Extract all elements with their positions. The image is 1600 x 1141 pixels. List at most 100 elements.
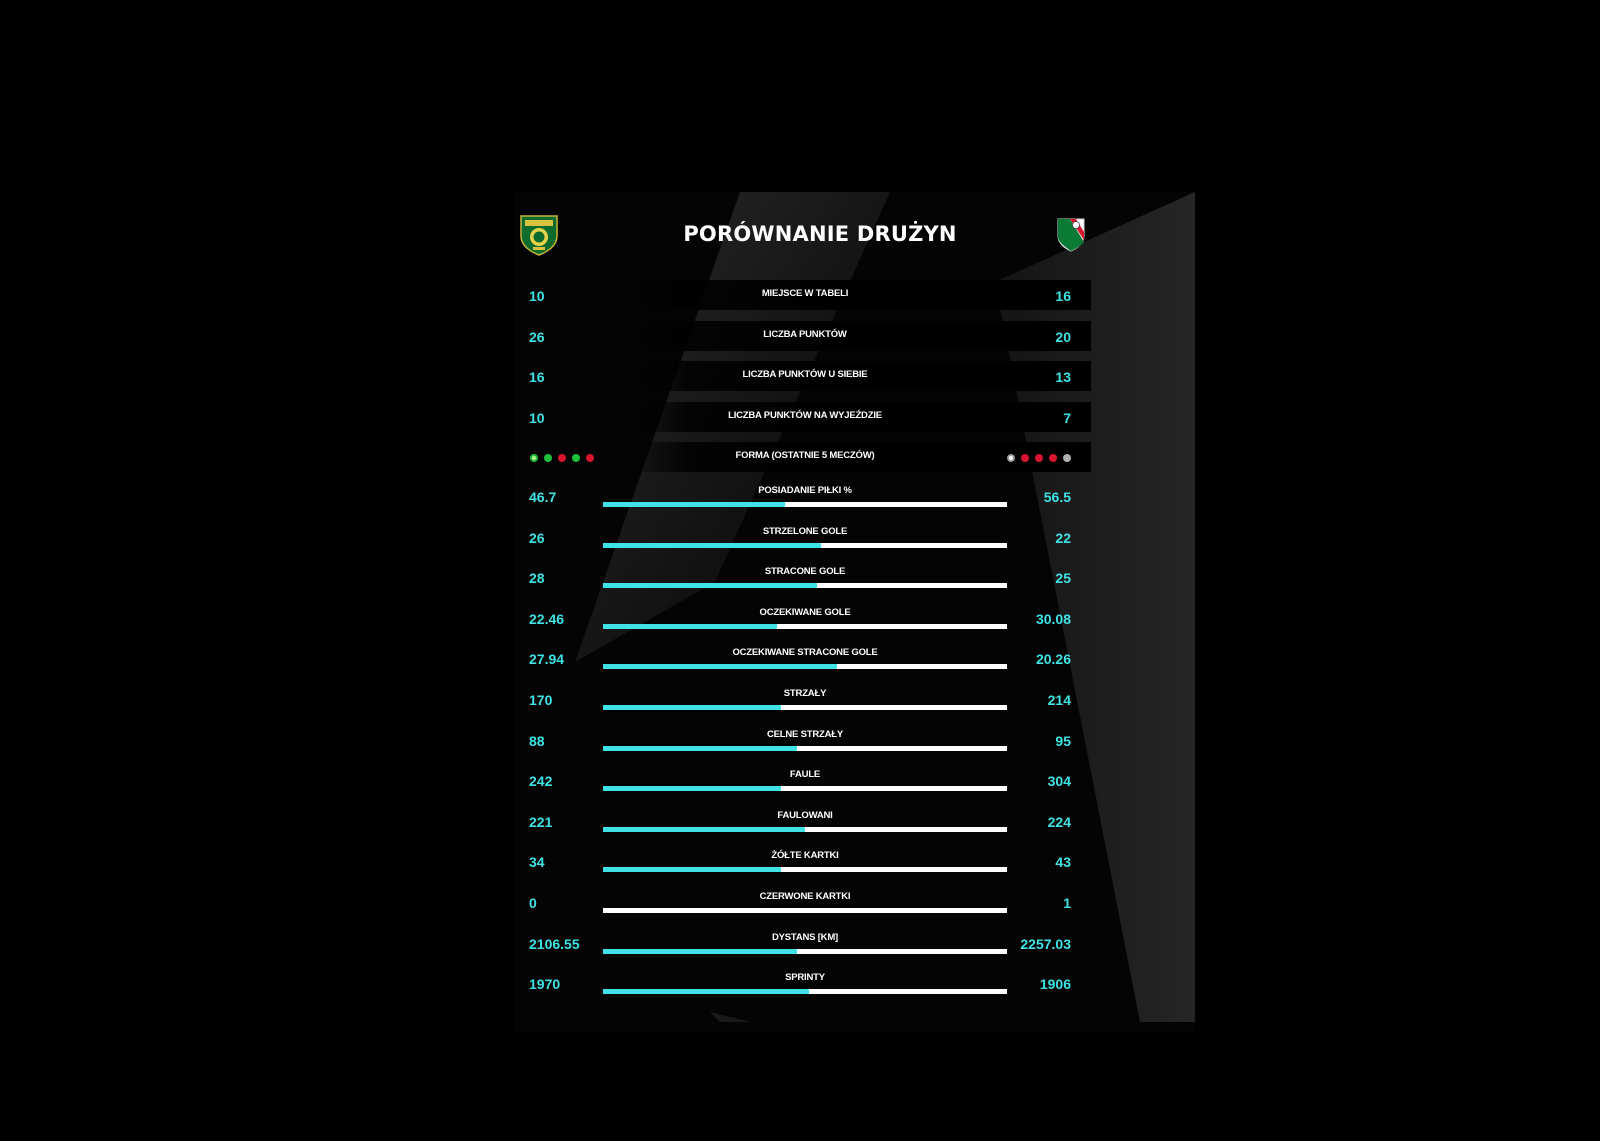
home-value: 22.46 (529, 610, 565, 627)
stat-label: STRZAŁY (783, 687, 827, 699)
form-result-dot (1049, 454, 1057, 463)
form-result-dot (586, 454, 594, 463)
away-value: 56.5 (1043, 488, 1071, 505)
stat-label: MIEJSCE W TABELI (761, 288, 849, 299)
stat-bar-row: 242 FAULE 304 (515, 767, 1195, 808)
away-form-indicator (1007, 454, 1071, 463)
comparison-bar (603, 501, 1007, 507)
stat-row: 16 LICZBA PUNKTÓW U SIEBIE 13 (515, 361, 1195, 402)
stat-bar-row: 221 FAULOWANI 224 (515, 808, 1195, 849)
away-value: 25 (1055, 570, 1071, 587)
stat-label: ŻÓŁTE KARTKI (771, 850, 839, 862)
stat-row: FORMA (OSTATNIE 5 MECZÓW) (515, 442, 1195, 483)
comparison-bar (603, 948, 1007, 954)
away-value: 7 (1063, 409, 1071, 426)
stat-label: FAULE (789, 769, 821, 781)
form-result-dot (558, 454, 566, 463)
stat-label: FORMA (OSTATNIE 5 MECZÓW) (735, 450, 875, 462)
form-result-dot (544, 454, 552, 463)
home-share-fill (603, 948, 797, 954)
stat-bar-row: 170 STRZAŁY 214 (515, 686, 1195, 727)
form-result-dot (1021, 454, 1029, 463)
stat-label: OCZEKIWANE GOLE (759, 606, 851, 618)
home-value: 28 (529, 570, 545, 587)
away-value: 95 (1055, 732, 1071, 749)
stat-row: 10 LICZBA PUNKTÓW NA WYJEŹDZIE 7 (515, 401, 1195, 443)
stat-bar-row: 27.94 OCZEKIWANE STRACONE GOLE 20.26 (515, 645, 1195, 686)
comparison-bar (603, 867, 1007, 873)
away-value: 16 (1055, 288, 1071, 304)
form-result-dot (1035, 454, 1043, 463)
stat-label: LICZBA PUNKTÓW NA WYJEŹDZIE (728, 409, 882, 421)
comparison-bar (603, 745, 1007, 751)
form-result-dot (572, 454, 580, 463)
away-value: 30.08 (1035, 610, 1071, 627)
comparison-bar (603, 664, 1007, 670)
home-share-fill (603, 786, 781, 792)
home-form-indicator (530, 454, 594, 463)
stat-label: FAULOWANI (777, 809, 833, 821)
stat-bar-row: 34 ŻÓŁTE KARTKI 43 (515, 848, 1195, 889)
comparison-bar (603, 583, 1007, 589)
team-comparison-panel: PORÓWNANIE DRUŻYN 10 MIEJSCE W TABELI 16 26… (515, 192, 1195, 1032)
home-share-fill (603, 989, 810, 995)
home-value: 242 (529, 773, 553, 790)
stat-label: STRACONE GOLE (764, 566, 846, 578)
stat-label: POSIADANIE PIŁKI % (758, 484, 852, 496)
form-result-dot (1007, 454, 1015, 463)
away-value: 2257.03 (1020, 935, 1071, 952)
away-value: 214 (1047, 691, 1071, 708)
stat-row: 26 LICZBA PUNKTÓW 20 (515, 320, 1195, 362)
stat-bar-row: 2106.55 DYSTANS [KM] 2257.03 (515, 930, 1195, 971)
stat-bar-row: 28 STRACONE GOLE 25 (515, 564, 1195, 605)
stat-label: CELNE STRZAŁY (766, 728, 844, 740)
comparison-bar (603, 542, 1007, 548)
stat-label: LICZBA PUNKTÓW U SIEBIE (742, 369, 868, 381)
stat-label: LICZBA PUNKTÓW (763, 328, 847, 340)
stat-label: DYSTANS [KM] (771, 931, 839, 943)
row-background-band (515, 401, 1091, 432)
stat-label: CZERWONE KARTKI (759, 890, 851, 902)
away-value: 1906 (1039, 976, 1071, 993)
home-value: 88 (529, 732, 545, 749)
form-result-dot (530, 454, 538, 463)
comparison-header: PORÓWNANIE DRUŻYN (515, 192, 1195, 282)
stat-row: 10 MIEJSCE W TABELI 16 (515, 280, 1195, 321)
away-value: 20 (1055, 328, 1071, 345)
home-value: 34 (529, 854, 545, 871)
home-value: 10 (529, 288, 545, 304)
stat-bar-row: 46.7 POSIADANIE PIŁKI % 56.5 (515, 483, 1195, 524)
stat-bar-row: 88 CELNE STRZAŁY 95 (515, 727, 1195, 768)
home-share-fill (603, 542, 822, 548)
home-share-fill (603, 867, 781, 873)
stat-label: OCZEKIWANE STRACONE GOLE (732, 647, 878, 659)
home-share-fill (603, 826, 805, 832)
comparison-bar (603, 786, 1007, 792)
row-background-band (515, 361, 1091, 392)
away-value: 20.26 (1035, 651, 1071, 668)
row-background-band (515, 280, 1091, 310)
away-value: 13 (1055, 369, 1071, 386)
stat-bar-row: 26 STRZELONE GOLE 22 (515, 524, 1195, 565)
row-background-band (515, 442, 1091, 473)
home-value: 2106.55 (529, 935, 580, 952)
away-value: 1 (1063, 894, 1071, 911)
home-value: 26 (529, 328, 545, 345)
home-share-fill (603, 623, 777, 629)
away-value: 224 (1047, 813, 1071, 830)
away-value: 304 (1047, 773, 1071, 790)
home-share-fill (603, 745, 797, 751)
page-title: PORÓWNANIE DRUŻYN (683, 222, 957, 246)
comparison-rows: 10 MIEJSCE W TABELI 16 26 LICZBA PUNKTÓW 20 16… (515, 280, 1195, 1011)
away-team-crest-icon (1057, 218, 1085, 252)
home-share-fill (603, 664, 838, 670)
form-result-dot (1063, 454, 1071, 463)
stat-bar-row: 0 CZERWONE KARTKI 1 (515, 889, 1195, 930)
stat-bar-row: 1970 SPRINTY 1906 (515, 970, 1195, 1011)
stat-bar-row: 22.46 OCZEKIWANE GOLE 30.08 (515, 605, 1195, 646)
home-value: 0 (529, 894, 537, 911)
home-value: 26 (529, 529, 545, 546)
comparison-bar (603, 623, 1007, 629)
home-value: 16 (529, 369, 545, 386)
comparison-bar (603, 907, 1007, 913)
